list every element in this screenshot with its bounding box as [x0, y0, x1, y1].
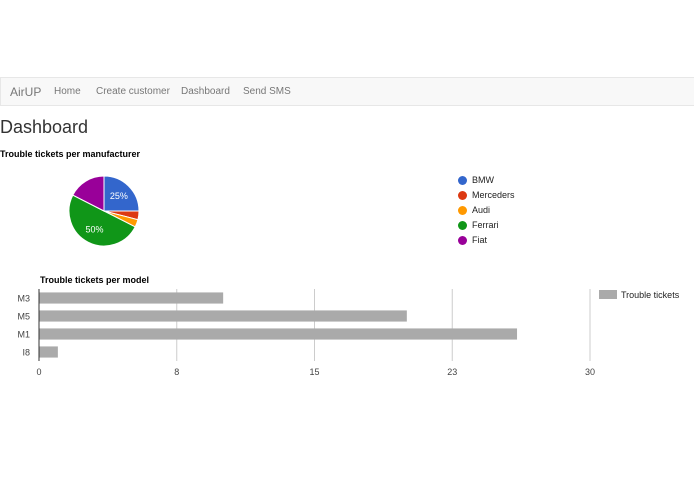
- legend-swatch: [458, 221, 467, 230]
- legend-swatch: [458, 236, 467, 245]
- bar-chart: 0 8 15 23 30 M3 M5 M1 I8 Trouble tickets: [17, 289, 680, 377]
- bar-legend-swatch: [599, 290, 617, 299]
- legend-label: Merceders: [472, 190, 515, 200]
- legend-label: Fiat: [472, 235, 488, 245]
- pie-chart: 25% 50%: [68, 175, 140, 247]
- bar-m3[interactable]: [39, 292, 224, 304]
- pie-slice-ferrari[interactable]: [68, 194, 136, 247]
- legend-swatch: [458, 176, 467, 185]
- legend-label: Audi: [472, 205, 491, 215]
- x-tick-label: 23: [447, 367, 457, 377]
- x-tick-label: 8: [174, 367, 179, 377]
- nav-create-customer[interactable]: Create customer: [96, 86, 170, 97]
- x-tick-label: 15: [309, 367, 319, 377]
- nav-home[interactable]: Home: [54, 86, 81, 97]
- nav-dashboard[interactable]: Dashboard: [181, 86, 230, 97]
- pie-chart-title: Trouble tickets per manufacturer: [0, 149, 141, 159]
- y-tick-label: M5: [17, 312, 30, 322]
- navbar: AirUP Home Create customer Dashboard Sen…: [0, 77, 694, 106]
- pie-data-label: 25%: [110, 191, 128, 201]
- bar-m5[interactable]: [39, 310, 407, 322]
- page-title: Dashboard: [0, 117, 89, 137]
- bar-legend-label[interactable]: Trouble tickets: [621, 290, 680, 300]
- bar-chart-title: Trouble tickets per model: [40, 275, 150, 285]
- legend-label: BMW: [472, 175, 494, 185]
- y-tick-label: M1: [17, 330, 30, 340]
- y-tick-label: I8: [22, 348, 30, 358]
- legend-swatch: [458, 191, 467, 200]
- pie-slice-bmw[interactable]: [103, 175, 140, 212]
- pie-data-label: 50%: [85, 225, 103, 235]
- bar-m1[interactable]: [39, 328, 518, 340]
- nav-send-sms[interactable]: Send SMS: [243, 86, 291, 97]
- bar-i8[interactable]: [39, 346, 58, 358]
- y-tick-label: M3: [17, 294, 30, 304]
- legend-swatch: [458, 206, 467, 215]
- x-tick-label: 0: [36, 367, 41, 377]
- pie-slice-fiat[interactable]: [72, 175, 105, 212]
- legend-label: Ferrari: [472, 220, 499, 230]
- brand-link[interactable]: AirUP: [10, 85, 42, 99]
- x-tick-label: 30: [585, 367, 595, 377]
